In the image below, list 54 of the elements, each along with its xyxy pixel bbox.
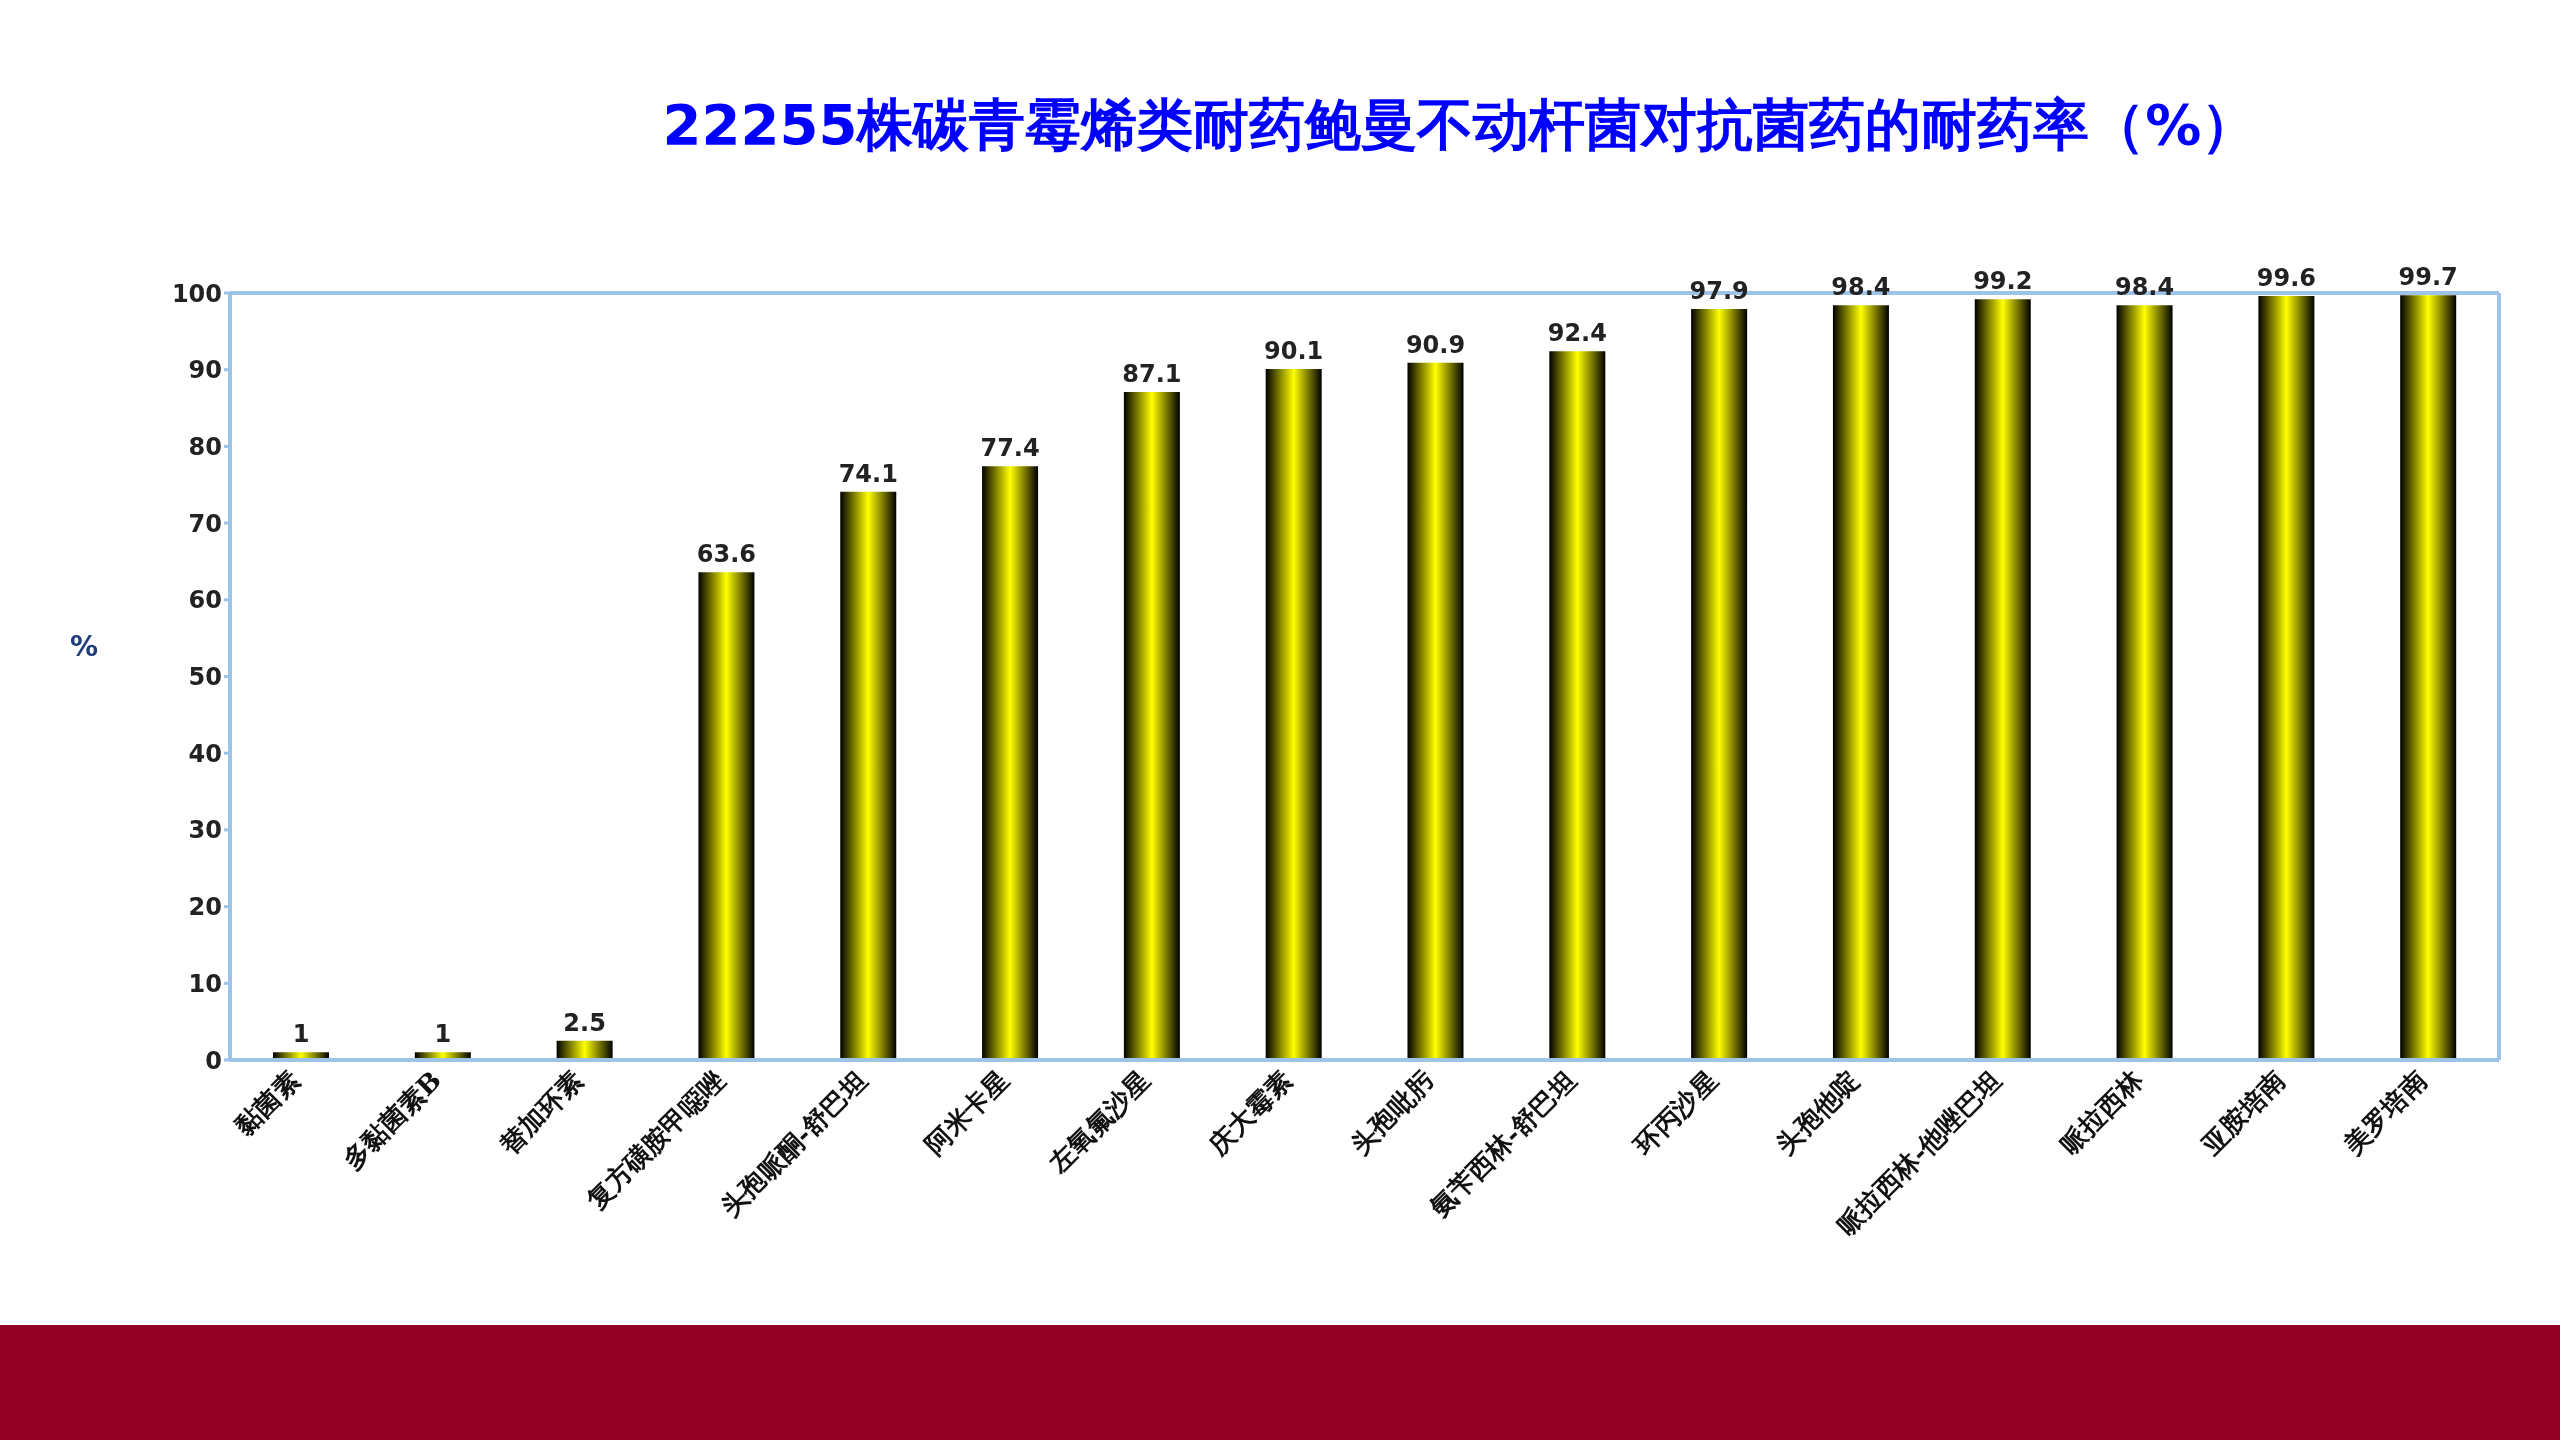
data-label: 98.4 [1831,273,1891,302]
data-label: 99.2 [1973,267,2033,296]
data-label: 87.1 [1122,359,1182,388]
data-label: 99.6 [2256,264,2316,293]
y-tick-label: 40 [188,739,222,768]
y-tick-label: 80 [188,432,222,461]
bar [2258,296,2315,1060]
data-label: 99.7 [2398,263,2458,292]
bar [1123,391,1180,1060]
data-label: 1 [292,1020,310,1049]
x-tick-label: 阿米卡星 [919,1065,1015,1160]
data-label: 1 [434,1020,452,1049]
x-tick-label: 头孢吡肟 [1344,1065,1440,1160]
x-tick-label: 亚胺培南 [2195,1065,2291,1161]
data-label: 77.4 [980,434,1040,463]
bar [982,466,1039,1060]
bar [1832,305,1889,1060]
data-label: 2.5 [563,1008,606,1037]
bar [840,491,897,1060]
x-tick-label: 哌拉西林 [2053,1064,2150,1160]
data-label: 97.9 [1689,277,1749,306]
bar [698,572,755,1060]
y-tick-label: 10 [188,969,222,998]
bar [1549,351,1606,1060]
y-tick-label: 20 [188,893,222,922]
data-label: 74.1 [838,459,898,488]
x-tick-label: 头孢他啶 [1770,1065,1866,1160]
data-label: 90.9 [1405,330,1466,359]
y-tick-label: 30 [188,816,222,845]
bar [2116,305,2173,1060]
bar [1974,299,2031,1060]
bar [1265,368,1322,1060]
bar [1407,362,1464,1060]
y-tick-label: 70 [188,509,222,538]
x-tick-label: 庆大霉素 [1202,1065,1298,1161]
x-tick-label: 环丙沙星 [1627,1065,1724,1161]
data-label: 90.1 [1264,336,1324,365]
bar [2400,295,2457,1060]
data-label: 98.4 [2114,273,2175,302]
bar [1691,309,1748,1060]
x-tick-label: 替加环素 [493,1065,589,1161]
data-label: 92.4 [1547,319,1607,348]
x-tick-label: 黏菌素 [228,1065,306,1143]
x-tick-label: 美罗培南 [2336,1065,2433,1161]
y-tick-label: 50 [188,663,222,692]
y-tick-label: 60 [188,586,222,615]
chart-title: 22255株碳青霉烯类耐药鲍曼不动杆菌对抗菌药的耐药率（%） [661,91,2259,159]
y-tick-label: 0 [205,1046,222,1075]
y-axis-title: % [70,630,99,663]
x-tick-label: 左氧氟沙星 [1042,1065,1157,1179]
y-tick-label: 100 [171,279,222,308]
data-label: 63.6 [696,540,757,569]
x-tick-label: 多黏菌素B [336,1065,447,1176]
y-tick-label: 90 [188,356,222,385]
